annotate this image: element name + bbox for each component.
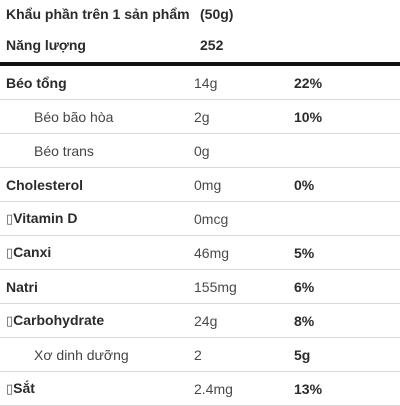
serving-size-label: Khẩu phần trên 1 sản phẩm [6, 6, 190, 22]
nutrient-daily-value: 13% [294, 380, 323, 397]
nutrient-amount: 0mcg [194, 210, 229, 227]
serving-size-value: (50g) [200, 6, 234, 22]
nutrient-label: Natri [6, 278, 38, 295]
nutrient-amount: 155mg [194, 278, 237, 295]
nutrient-label-cell: ▯Sắt [0, 380, 194, 397]
nutrient-label: Carbohydrate [13, 312, 105, 328]
nutrient-amount: 0g [194, 142, 210, 159]
nutrient-daily-value: 0% [294, 176, 315, 193]
nutrient-label: Xơ dinh dưỡng [34, 346, 129, 363]
missing-glyph-icon: ▯ [6, 382, 14, 397]
nutrient-row-iron: ▯Sắt 2.4mg 13% [0, 372, 400, 406]
nutrient-amount: 2 [194, 346, 202, 363]
nutrient-daily-value: 8% [294, 312, 315, 329]
nutrient-row-saturated-fat: Béo bão hòa 2g 10% [0, 100, 400, 134]
energy-label: Năng lượng [6, 37, 86, 53]
nutrient-row-vitamin-d: ▯Vitamin D 0mcg [0, 202, 400, 236]
nutrient-daily-value: 6% [294, 278, 315, 295]
energy-value: 252 [200, 37, 224, 53]
nutrient-label: Vitamin D [13, 210, 78, 226]
nutrient-row-carbohydrate: ▯Carbohydrate 24g 8% [0, 304, 400, 338]
nutrient-row-total-fat: Béo tổng 14g 22% [0, 66, 400, 100]
nutrient-label: Sắt [13, 380, 35, 396]
nutrient-daily-value: 5% [294, 244, 315, 261]
nutrient-daily-value: 22% [294, 74, 323, 91]
nutrient-row-calcium: ▯Canxi 46mg 5% [0, 236, 400, 270]
nutrient-label-cell: ▯Carbohydrate [0, 312, 194, 329]
nutrient-row-dietary-fiber: Xơ dinh dưỡng 2 5g [0, 338, 400, 372]
missing-glyph-icon: ▯ [6, 212, 14, 227]
nutrient-label: Béo bão hòa [34, 108, 114, 125]
nutrient-daily-value: 10% [294, 108, 323, 125]
nutrient-amount: 2g [194, 108, 210, 125]
nutrient-row-cholesterol: Cholesterol 0mg 0% [0, 168, 400, 202]
nutrient-amount: 2.4mg [194, 380, 233, 397]
nutrient-row-sodium: Natri 155mg 6% [0, 270, 400, 304]
nutrient-amount: 24g [194, 312, 218, 329]
nutrient-label: Canxi [13, 244, 52, 260]
nutrient-label-cell: ▯Canxi [0, 244, 194, 261]
nutrient-amount: 0mg [194, 176, 222, 193]
missing-glyph-icon: ▯ [6, 314, 14, 329]
nutrient-label: Cholesterol [6, 176, 84, 193]
nutrient-daily-value: 5g [294, 346, 311, 363]
nutrient-amount: 14g [194, 74, 218, 91]
nutrient-label-cell: ▯Vitamin D [0, 210, 194, 227]
nutrient-label: Béo tổng [6, 74, 67, 91]
nutrient-amount: 46mg [194, 244, 230, 261]
energy-row: Năng lượng 252 [0, 28, 400, 66]
missing-glyph-icon: ▯ [6, 246, 14, 261]
serving-size-row: Khẩu phần trên 1 sản phẩm (50g) [0, 0, 400, 28]
nutrient-row-trans-fat: Béo trans 0g [0, 134, 400, 168]
nutrient-label: Béo trans [34, 142, 94, 159]
